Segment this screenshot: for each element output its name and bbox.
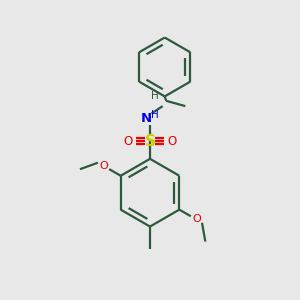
- Text: N: N: [141, 112, 152, 125]
- Text: H: H: [151, 91, 159, 100]
- Text: S: S: [145, 134, 155, 149]
- Text: H: H: [152, 110, 159, 120]
- Text: O: O: [99, 161, 108, 171]
- Text: O: O: [192, 214, 201, 224]
- Text: O: O: [124, 135, 133, 148]
- Text: O: O: [167, 135, 176, 148]
